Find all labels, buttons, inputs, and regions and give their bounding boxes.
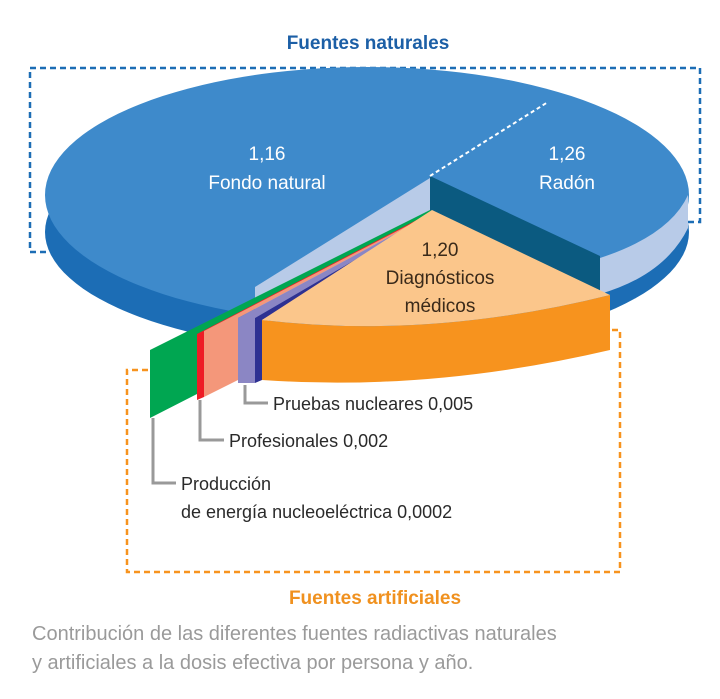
leader-energia bbox=[151, 418, 176, 485]
caption-line-2: y artificiales a la dosis efectiva por p… bbox=[32, 652, 474, 674]
legend-energia-1: Producción bbox=[181, 474, 271, 494]
caption-line-1: Contribución de las diferentes fuentes r… bbox=[32, 623, 557, 645]
legend-energia-2: de energía nucleoeléctrica 0,0002 bbox=[181, 502, 452, 522]
slice-pruebas-nucleares bbox=[238, 214, 432, 383]
value-diagnosticos: 1,20 bbox=[422, 240, 459, 261]
label-diagnosticos-2: médicos bbox=[405, 296, 476, 317]
slice-energia-nucleoelectrica bbox=[150, 210, 432, 418]
leader-profesionales bbox=[198, 400, 224, 442]
value-radon: 1,26 bbox=[549, 144, 586, 165]
slice-radon-cut-face bbox=[430, 176, 600, 293]
label-fondo-natural: Fondo natural bbox=[208, 173, 325, 194]
slice-diagnosticos-side bbox=[262, 295, 610, 383]
legend-pruebas-nucleares: Pruebas nucleares 0,005 bbox=[273, 394, 473, 414]
slice-divider-natural bbox=[429, 101, 549, 177]
artificial-sources-title: Fuentes artificiales bbox=[289, 588, 461, 609]
legend-profesionales: Profesionales 0,002 bbox=[229, 431, 388, 451]
slice-radon-outer-side bbox=[600, 195, 688, 294]
label-diagnosticos-1: Diagnósticos bbox=[386, 268, 495, 289]
figure-caption: Contribución de las diferentes fuentes r… bbox=[32, 620, 712, 678]
slice-profesionales bbox=[204, 213, 432, 397]
value-fondo-natural: 1,16 bbox=[249, 144, 286, 165]
natural-sources-title: Fuentes naturales bbox=[287, 33, 450, 54]
leader-pruebas bbox=[243, 385, 268, 405]
slice-pruebas-nucleares-edge bbox=[255, 215, 432, 383]
slice-diagnosticos-top bbox=[262, 210, 610, 327]
label-radon: Radón bbox=[539, 173, 595, 194]
